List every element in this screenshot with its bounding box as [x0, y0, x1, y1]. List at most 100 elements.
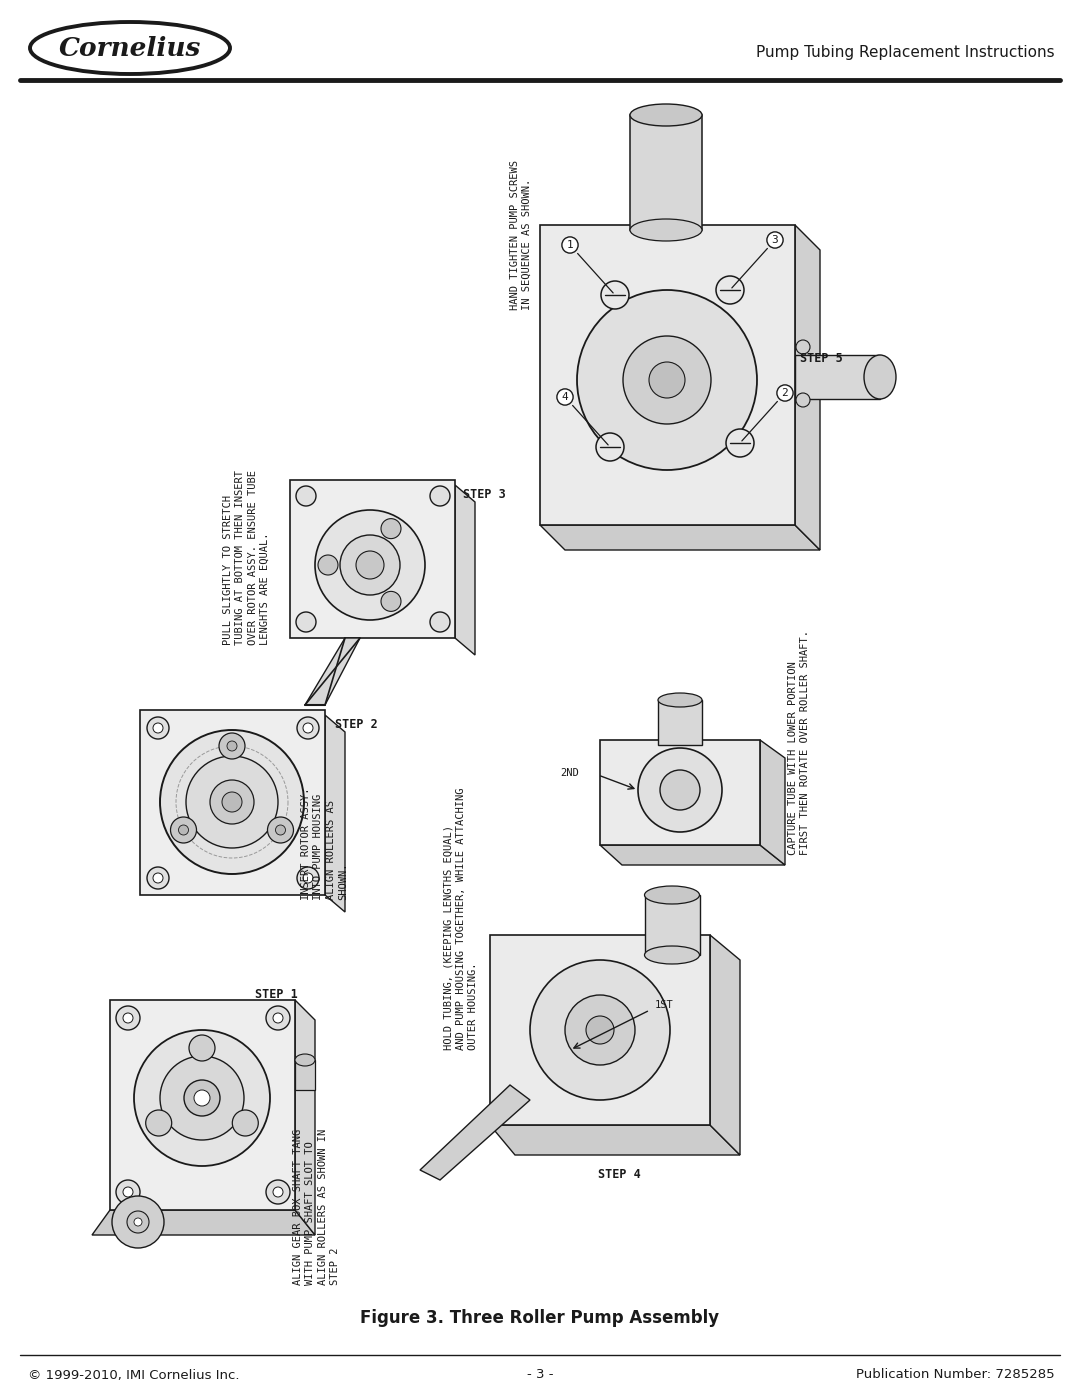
Circle shape [430, 486, 450, 506]
Polygon shape [710, 935, 740, 1155]
Text: 3: 3 [732, 235, 779, 288]
Circle shape [577, 291, 757, 469]
Text: INSERT ROTOR ASSY.
INTO PUMP HOUSING
ALIGN ROLLERS AS
SHOWN.: INSERT ROTOR ASSY. INTO PUMP HOUSING ALI… [301, 788, 348, 900]
Polygon shape [325, 715, 345, 912]
Text: 4: 4 [562, 393, 608, 444]
Bar [630, 115, 702, 231]
Circle shape [296, 486, 316, 506]
Circle shape [227, 740, 237, 752]
Text: STEP 1: STEP 1 [255, 988, 298, 1002]
Circle shape [275, 826, 285, 835]
Text: 2ND: 2ND [561, 768, 579, 778]
Ellipse shape [645, 886, 700, 904]
Circle shape [600, 281, 629, 309]
Polygon shape [455, 485, 475, 655]
Circle shape [297, 868, 319, 888]
Circle shape [303, 724, 313, 733]
Circle shape [273, 1013, 283, 1023]
Bar [110, 1000, 295, 1210]
Ellipse shape [645, 946, 700, 964]
Circle shape [716, 277, 744, 305]
Circle shape [273, 1187, 283, 1197]
Bar [140, 710, 325, 895]
Circle shape [660, 770, 700, 810]
Circle shape [210, 780, 254, 824]
Ellipse shape [630, 219, 702, 242]
Text: 1ST: 1ST [654, 1000, 674, 1010]
Text: © 1999-2010, IMI Cornelius Inc.: © 1999-2010, IMI Cornelius Inc. [28, 1369, 240, 1382]
Text: 1: 1 [567, 240, 613, 293]
Text: - 3 -: - 3 - [527, 1369, 553, 1382]
Circle shape [430, 612, 450, 631]
Circle shape [266, 1006, 291, 1030]
Polygon shape [420, 1085, 530, 1180]
Circle shape [356, 550, 384, 578]
Ellipse shape [630, 103, 702, 126]
Circle shape [219, 733, 245, 759]
Circle shape [649, 362, 685, 398]
Circle shape [296, 612, 316, 631]
Circle shape [530, 960, 670, 1099]
Text: Figure 3. Three Roller Pump Assembly: Figure 3. Three Roller Pump Assembly [361, 1309, 719, 1327]
Ellipse shape [658, 693, 702, 707]
Circle shape [315, 510, 426, 620]
Circle shape [147, 868, 168, 888]
Circle shape [134, 1218, 141, 1227]
Polygon shape [490, 1125, 740, 1155]
Circle shape [297, 717, 319, 739]
Text: STEP 5: STEP 5 [800, 352, 842, 365]
Circle shape [153, 873, 163, 883]
Circle shape [189, 1035, 215, 1060]
Circle shape [318, 555, 338, 576]
Circle shape [160, 1056, 244, 1140]
Bar [540, 225, 795, 525]
Ellipse shape [864, 355, 896, 400]
Circle shape [194, 1090, 210, 1106]
Text: 2: 2 [742, 388, 788, 441]
Ellipse shape [295, 1053, 315, 1066]
Circle shape [268, 817, 294, 842]
Bar [795, 355, 880, 400]
Circle shape [596, 433, 624, 461]
Polygon shape [795, 225, 820, 550]
Circle shape [586, 1016, 615, 1044]
Text: HAND TIGHTEN PUMP SCREWS
IN SEQUENCE AS SHOWN.: HAND TIGHTEN PUMP SCREWS IN SEQUENCE AS … [510, 161, 532, 310]
Circle shape [178, 826, 189, 835]
Circle shape [186, 756, 278, 848]
Bar [658, 700, 702, 745]
Circle shape [222, 792, 242, 812]
Text: STEP 2: STEP 2 [335, 718, 378, 731]
Bar [600, 740, 760, 845]
Circle shape [381, 591, 401, 612]
Circle shape [160, 731, 303, 875]
Circle shape [638, 747, 723, 833]
Text: STEP 3: STEP 3 [463, 488, 505, 502]
Polygon shape [760, 740, 785, 865]
Circle shape [726, 429, 754, 457]
Bar [490, 935, 710, 1125]
Circle shape [381, 518, 401, 539]
Polygon shape [92, 1210, 315, 1235]
Circle shape [127, 1211, 149, 1234]
Polygon shape [295, 1000, 315, 1235]
Text: Publication Number: 7285285: Publication Number: 7285285 [856, 1369, 1055, 1382]
Circle shape [303, 873, 313, 883]
Text: STEP 4: STEP 4 [598, 1168, 640, 1180]
Circle shape [184, 1080, 220, 1116]
Polygon shape [600, 845, 785, 865]
Circle shape [266, 1180, 291, 1204]
Circle shape [112, 1196, 164, 1248]
Bar [291, 481, 455, 638]
Circle shape [796, 393, 810, 407]
Polygon shape [540, 525, 820, 550]
Circle shape [116, 1006, 140, 1030]
Circle shape [340, 535, 400, 595]
Circle shape [171, 817, 197, 842]
Circle shape [232, 1111, 258, 1136]
Circle shape [796, 339, 810, 353]
Circle shape [123, 1013, 133, 1023]
Circle shape [153, 724, 163, 733]
Text: Pump Tubing Replacement Instructions: Pump Tubing Replacement Instructions [756, 45, 1055, 60]
Bar [645, 895, 700, 956]
Circle shape [147, 717, 168, 739]
